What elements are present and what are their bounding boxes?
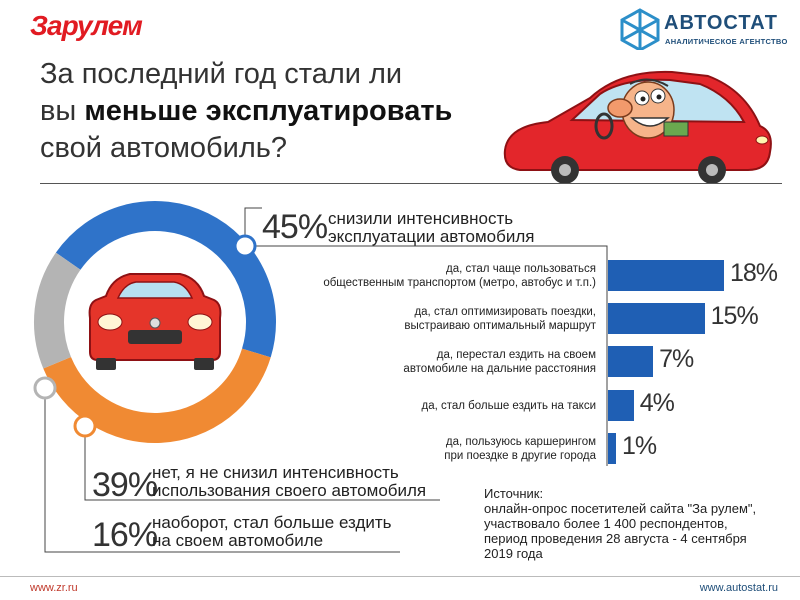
page-title: За последний год стали ли вы меньше эксп… [40, 56, 510, 167]
pct-16: 16% [92, 516, 158, 554]
bar-value-2: 15% [710, 302, 759, 330]
bar-label-2: да, стал оптимизировать поездки, выстраив… [296, 305, 596, 333]
pct-45: 45% [262, 208, 328, 246]
donut-chart [34, 201, 276, 443]
bar-value-5: 1% [622, 432, 657, 460]
bar-5 [608, 433, 616, 464]
footer-link-autostat[interactable]: www.autostat.ru [699, 582, 778, 594]
bar-label-1-line-2: общественным транспортом (метро, автобус… [323, 277, 596, 289]
title-line-3: свой автомобиль? [40, 132, 287, 164]
bar-label-5: да, пользуюсь каршерингом при поездке в д… [296, 435, 596, 463]
connector-lines [44, 207, 608, 553]
marker-39 [73, 414, 97, 438]
source-line-3: период проведения 28 августа - 4 сентябр… [484, 531, 747, 546]
bar-label-2-line-1: да, стал оптимизировать поездки, [414, 306, 596, 318]
top-divider [40, 183, 782, 184]
marker-16 [33, 376, 57, 400]
donut-slice-45 [55, 201, 276, 358]
bar-label-3-line-1: да, перестал ездить на своем [436, 349, 596, 361]
connector-bars [245, 245, 608, 466]
bar-label-1: да, стал чаще пользоваться общественным т… [296, 262, 596, 290]
pct-39: 39% [92, 466, 158, 504]
connector-45 [244, 207, 262, 245]
bar-label-4-line-1: да, стал больше ездить на такси [421, 400, 597, 412]
autostat-logo: АВТОСТАТ АНАЛИТИЧЕСКОЕ АГЕНТСТВО [620, 8, 787, 50]
bar-label-3: да, перестал ездить на своем автомобиле н… [296, 348, 596, 376]
bar-4 [608, 390, 634, 421]
bar-label-5-line-1: да, пользуюсь каршерингом [445, 436, 596, 448]
autostat-emblem-icon [620, 8, 660, 50]
bar-3 [608, 346, 654, 377]
label-39: нет, я не снизил интенсивность использов… [152, 463, 427, 500]
bar-1 [608, 260, 724, 291]
bar-2 [608, 303, 705, 334]
autostat-logo-name: АВТОСТАТ [664, 12, 778, 34]
donut-slice-16 [34, 252, 81, 369]
title-line-1: За последний год стали ли [40, 58, 403, 90]
source-line-4: 2019 года [484, 546, 543, 561]
slice-markers [33, 234, 257, 438]
bar-label-3-line-2: автомобиле на дальние расстояния [403, 363, 596, 375]
zr-logo: Зарулем [30, 10, 143, 41]
bar-label-5-line-2: при поездке в другие города [444, 450, 596, 462]
bar-value-3: 7% [659, 345, 694, 373]
bar-label-1-line-1: да, стал чаще пользоваться [446, 263, 596, 275]
label-45: снизили интенсивность эксплуатации автом… [328, 209, 535, 246]
autostat-logo-sub: АНАЛИТИЧЕСКОЕ АГЕНТСТВО [665, 37, 788, 46]
source-line-1: онлайн-опрос посетителей сайта "За рулем… [484, 501, 757, 516]
label-16: наоборот, стал больше ездить на своем ав… [152, 513, 392, 550]
connector-16 [44, 388, 400, 553]
title-line-2-plain: вы [40, 95, 85, 127]
donut-slice-39 [43, 348, 271, 443]
bar-label-4: да, стал больше ездить на такси [296, 399, 597, 413]
bar-value-1: 18% [730, 259, 778, 287]
connector-39 [84, 426, 440, 501]
front-car-icon [88, 273, 222, 370]
title-line-2-bold: меньше эксплуатировать [84, 95, 453, 127]
source-block: Источник: онлайн-опрос посетителей сайта… [484, 486, 784, 561]
bottom-divider [0, 576, 800, 577]
source-line-2: участвовало более 1 400 респондентов, [484, 516, 728, 531]
marker-45 [233, 234, 257, 258]
bar-label-2-line-2: выстраиваю оптимальный маршрут [404, 320, 596, 332]
footer-link-zr[interactable]: www.zr.ru [30, 582, 78, 594]
bar-value-4: 4% [639, 389, 675, 417]
title-line-2: вы меньше эксплуатировать [40, 93, 510, 130]
source-heading: Источник: [484, 486, 544, 501]
